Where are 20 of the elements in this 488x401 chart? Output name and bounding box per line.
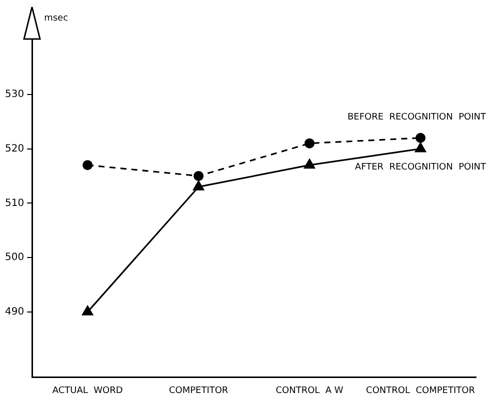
y-tick-label: 520 bbox=[4, 143, 24, 154]
y-tick-label: 500 bbox=[4, 252, 24, 264]
point bbox=[82, 304, 94, 316]
point bbox=[82, 160, 93, 170]
point bbox=[303, 158, 316, 169]
y-axis-title: msec bbox=[44, 13, 68, 24]
x-tick-label: CONTROL COMPETITOR bbox=[366, 386, 475, 396]
y-tick-label: 490 bbox=[4, 306, 24, 318]
point bbox=[416, 132, 426, 143]
x-tick-label: CONTROL A W bbox=[276, 386, 344, 396]
point bbox=[304, 138, 315, 148]
point bbox=[192, 180, 205, 190]
x-tick-label: COMPETITOR bbox=[168, 386, 228, 396]
x-tick-label: ACTUAL WORD bbox=[52, 386, 123, 396]
series-label: BEFORE RECOGNITION POINT bbox=[347, 112, 486, 123]
y-tick-label: 530 bbox=[4, 88, 24, 100]
y-tick-label: 510 bbox=[4, 198, 24, 209]
point bbox=[414, 142, 427, 152]
point bbox=[194, 170, 204, 181]
series-label: AFTER RECOGNITION POINT bbox=[354, 162, 486, 173]
